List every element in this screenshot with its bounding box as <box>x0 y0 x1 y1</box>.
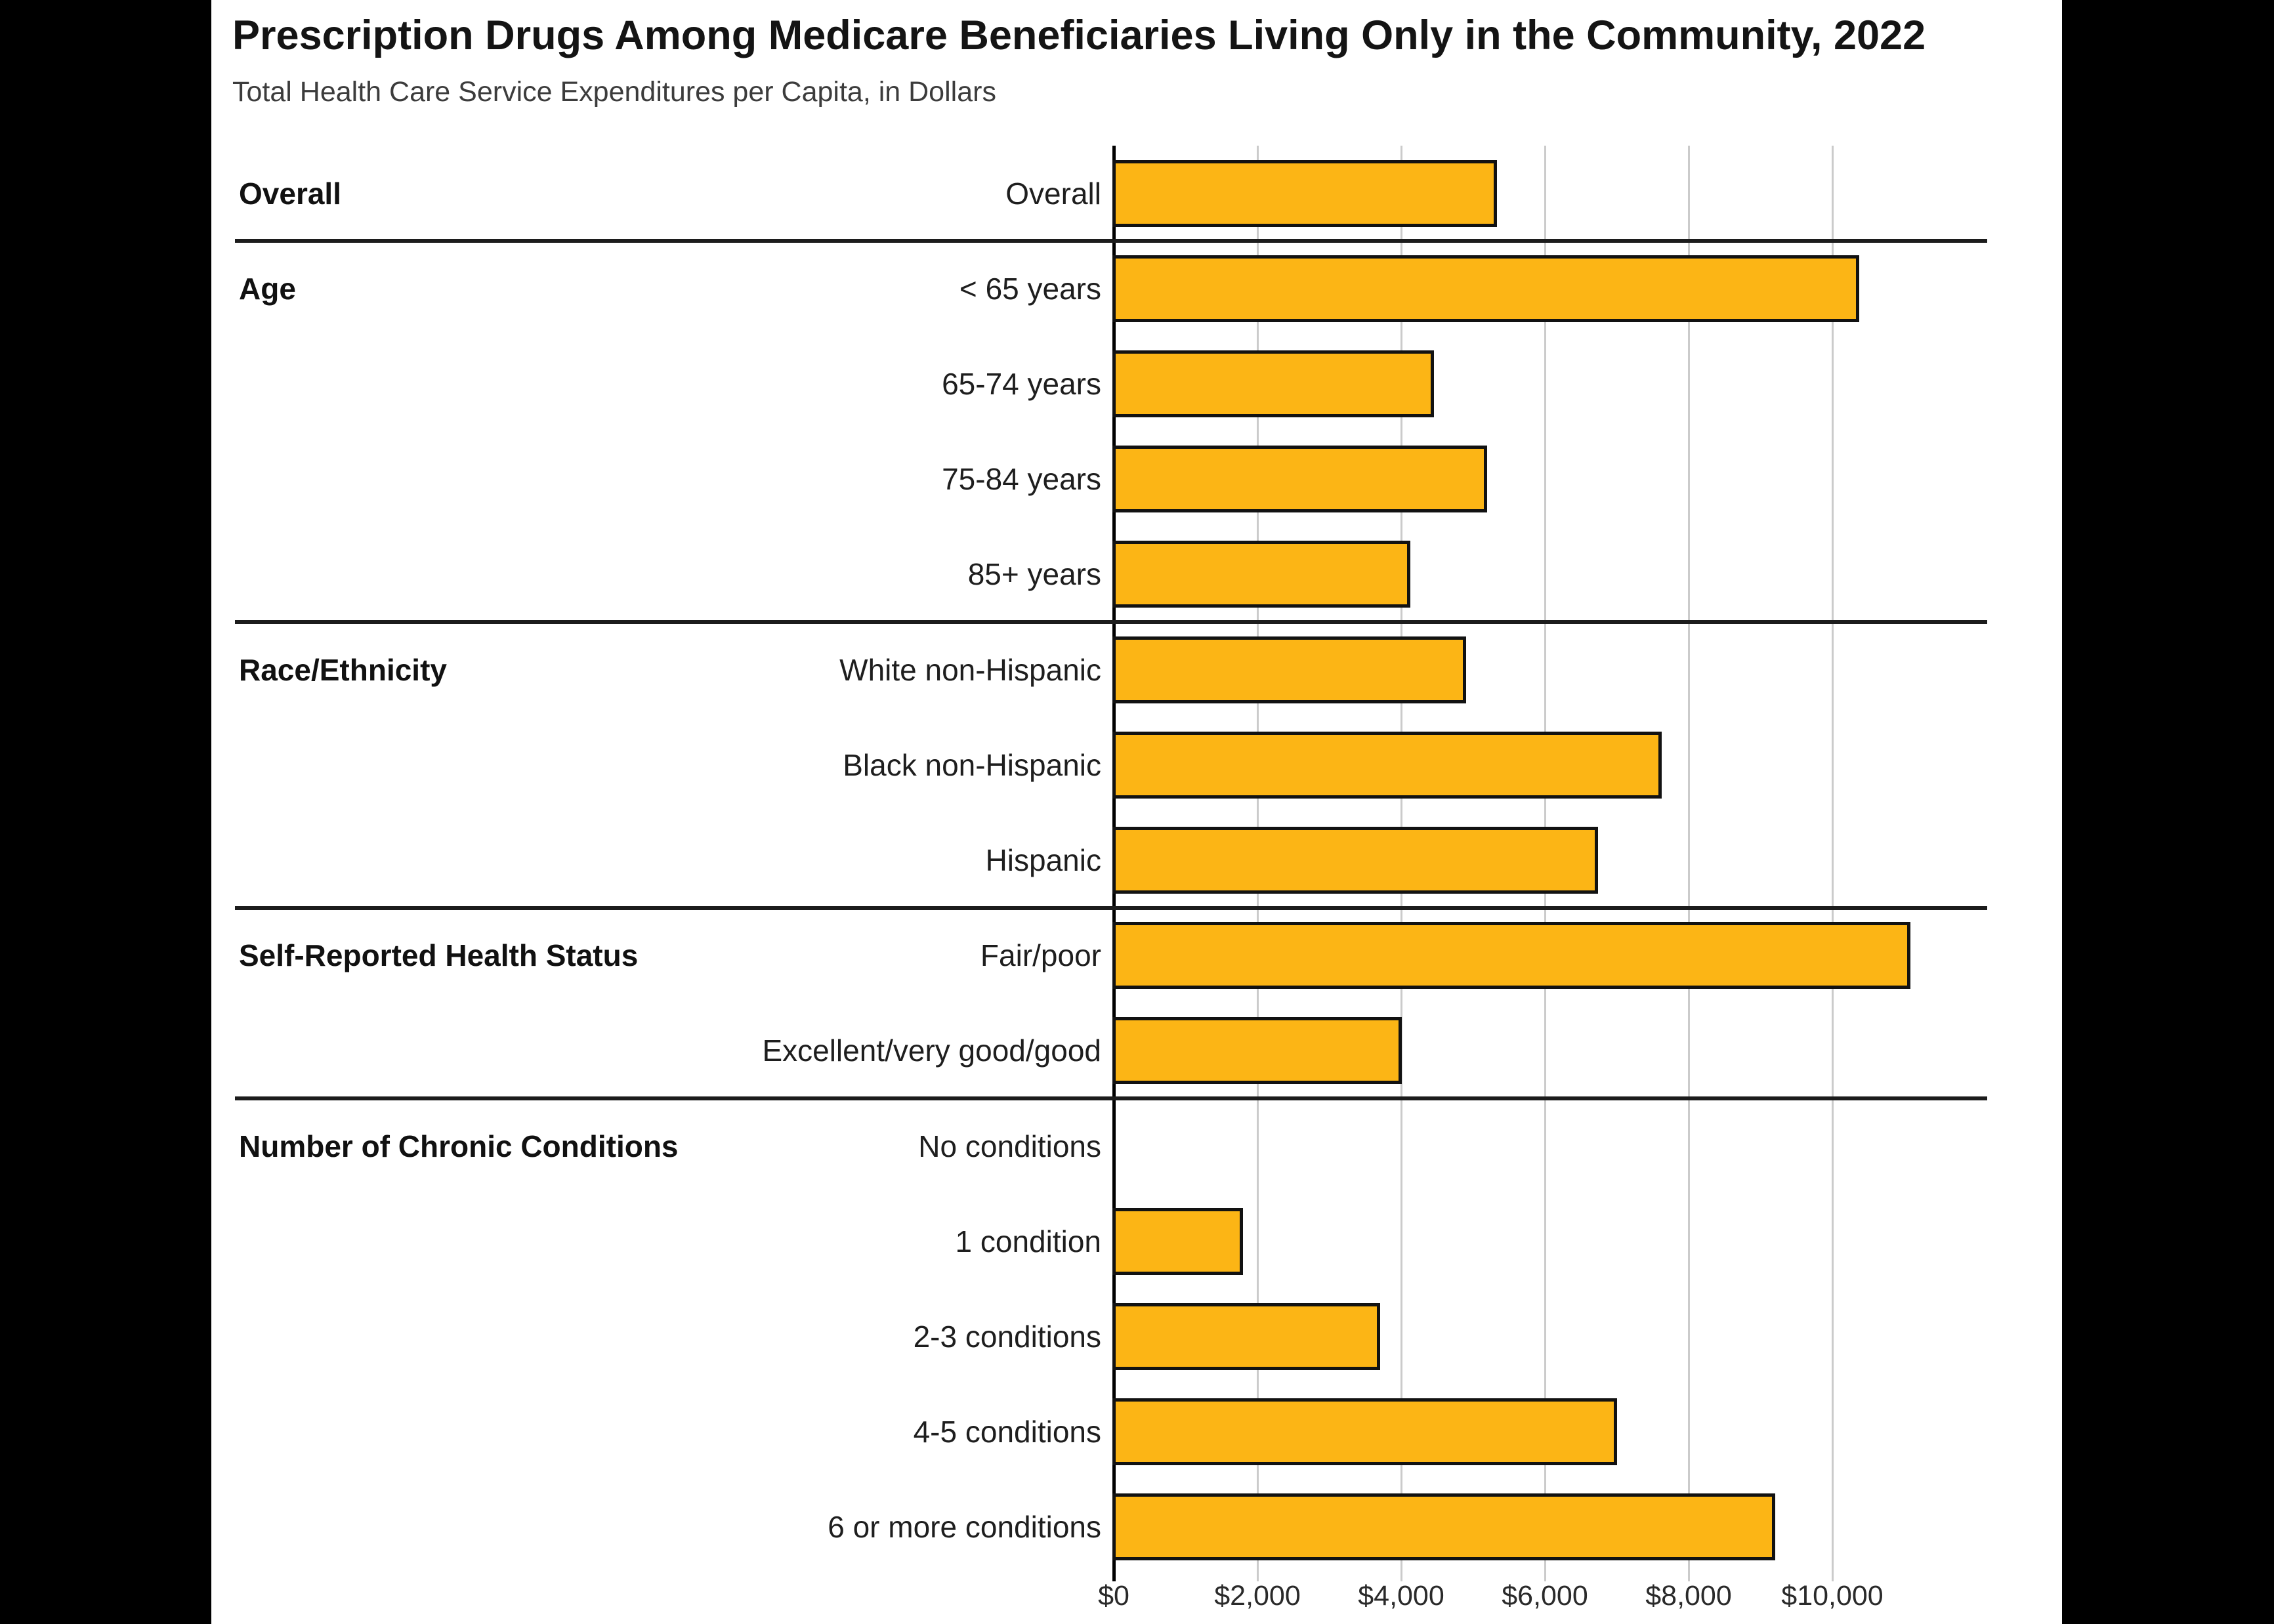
group-separator-line <box>235 239 1987 243</box>
x-tick-label: $6,000 <box>1502 1580 1588 1612</box>
row-label: Fair/poor <box>980 938 1101 973</box>
bar <box>1112 255 1859 322</box>
bar <box>1112 731 1662 799</box>
chart-subtitle: Total Health Care Service Expenditures p… <box>232 76 996 108</box>
row-label: White non-Hispanic <box>839 652 1101 687</box>
x-tick-label: $8,000 <box>1645 1580 1732 1612</box>
bar <box>1112 1303 1380 1370</box>
row-label: Hispanic <box>985 843 1101 877</box>
x-tick-label: $10,000 <box>1781 1580 1884 1612</box>
row-label: Overall <box>1005 176 1101 211</box>
group-separator-line <box>235 906 1987 910</box>
row-label: 75-84 years <box>942 462 1101 497</box>
group-label: Number of Chronic Conditions <box>239 1129 679 1163</box>
gridline <box>1687 146 1690 1581</box>
group-label: Race/Ethnicity <box>239 652 447 687</box>
group-label: Overall <box>239 176 341 211</box>
bar <box>1112 446 1487 513</box>
row-label: 6 or more conditions <box>828 1510 1101 1545</box>
bar <box>1112 1017 1402 1085</box>
row-label: 85+ years <box>967 557 1101 592</box>
gridline <box>1831 146 1834 1581</box>
x-tick-label: $2,000 <box>1214 1580 1301 1612</box>
row-label: 65-74 years <box>942 366 1101 401</box>
row-label: < 65 years <box>959 271 1101 306</box>
bar <box>1112 1207 1243 1275</box>
bar <box>1112 636 1466 703</box>
bar <box>1112 350 1434 417</box>
bar <box>1112 827 1598 894</box>
group-label: Self-Reported Health Status <box>239 938 639 973</box>
x-tick-label: $0 <box>1098 1580 1129 1612</box>
bar <box>1112 159 1497 227</box>
group-label: Age <box>239 271 296 306</box>
bar-chart-plot: Overall Overall Age < 65 years 65-74 years 75… <box>211 0 2062 1624</box>
bar <box>1112 1493 1775 1561</box>
row-label: No conditions <box>918 1129 1101 1163</box>
row-label: 1 condition <box>955 1224 1102 1259</box>
bar <box>1112 1398 1617 1466</box>
x-tick-label: $4,000 <box>1358 1580 1444 1612</box>
row-label: Excellent/very good/good <box>762 1033 1101 1068</box>
row-label: 4-5 conditions <box>913 1415 1101 1449</box>
chart-card: Prescription Drugs Among Medicare Benefi… <box>211 0 2062 1624</box>
bar <box>1112 922 1910 989</box>
row-label: 2-3 conditions <box>913 1319 1101 1354</box>
group-separator-line <box>235 1096 1987 1100</box>
row-label: Black non-Hispanic <box>843 747 1101 782</box>
bar <box>1112 541 1410 608</box>
chart-title: Prescription Drugs Among Medicare Benefi… <box>232 12 1926 58</box>
group-separator-line <box>235 620 1987 624</box>
